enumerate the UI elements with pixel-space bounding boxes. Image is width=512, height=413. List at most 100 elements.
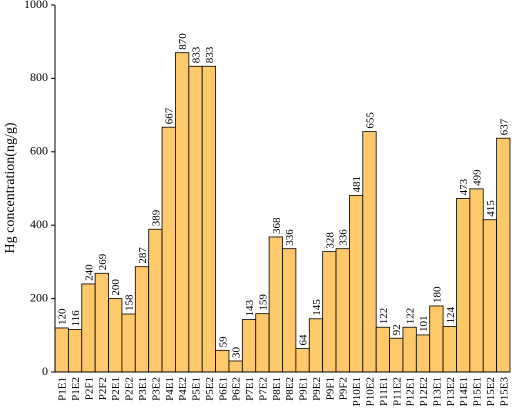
value-label: 145 — [311, 299, 323, 316]
x-tick-label: P2E2 — [124, 377, 136, 401]
bar — [268, 236, 283, 373]
y-axis-label: Hg concentration(ng/g) — [3, 122, 18, 253]
value-label: 415 — [485, 200, 497, 217]
y-tick-label: 400 — [30, 217, 48, 231]
x-tick-label: P4E1 — [164, 377, 176, 401]
bar — [67, 329, 83, 373]
bar — [215, 349, 230, 373]
x-tick-label: P5E2 — [204, 377, 216, 401]
value-label: 116 — [70, 310, 82, 327]
bar — [161, 126, 176, 373]
value-label: 159 — [257, 294, 269, 311]
bar — [282, 248, 297, 373]
bar — [335, 248, 350, 373]
bar — [456, 198, 471, 373]
bar — [496, 137, 511, 373]
x-tick-label: P3E1 — [137, 377, 149, 401]
bar — [255, 313, 270, 373]
bar — [308, 318, 324, 373]
value-label: 124 — [445, 306, 457, 323]
value-label: 269 — [97, 253, 109, 270]
value-label: 389 — [150, 209, 162, 226]
y-tick-label: 1000 — [24, 0, 48, 11]
value-label: 180 — [431, 286, 443, 303]
x-tick-label: P15E2 — [485, 377, 497, 406]
bar — [134, 266, 150, 373]
bar — [389, 337, 404, 373]
bar — [402, 326, 417, 373]
x-tick-label: P9F2 — [338, 377, 350, 400]
bar — [201, 65, 216, 373]
x-tick-label: P15E3 — [498, 377, 510, 407]
bar — [54, 327, 69, 373]
value-label: 287 — [137, 247, 149, 264]
value-label: 30 — [231, 346, 243, 358]
y-tick-label: 0 — [42, 364, 48, 378]
bar — [295, 348, 310, 373]
value-label: 101 — [418, 315, 430, 332]
bar — [349, 195, 364, 373]
x-tick-label: P1E2 — [70, 377, 82, 401]
x-tick-label: P10E1 — [351, 377, 363, 406]
x-tick-label: P2F1 — [83, 377, 95, 400]
x-tick-label: P7E1 — [244, 377, 256, 401]
value-label: 336 — [284, 229, 296, 246]
value-label: 122 — [378, 308, 390, 325]
x-tick-label: P15E1 — [472, 377, 484, 406]
y-tick-label: 800 — [30, 70, 48, 84]
x-tick-label: P12E2 — [418, 377, 430, 406]
x-tick-label: P11E2 — [391, 377, 403, 406]
bar — [175, 52, 190, 373]
x-tick-label: P9E2 — [311, 377, 323, 401]
bar — [94, 272, 109, 373]
value-label: 655 — [364, 112, 376, 129]
bar — [108, 298, 123, 373]
x-tick-label: P9E1 — [298, 377, 310, 401]
value-label: 122 — [405, 308, 417, 325]
value-label: 481 — [351, 176, 363, 193]
bar — [469, 188, 484, 373]
bar — [148, 228, 163, 373]
x-tick-label: P12E1 — [405, 377, 417, 406]
x-tick-label: P6E1 — [217, 377, 229, 401]
x-tick-label: P14E1 — [458, 377, 470, 406]
x-tick-label: P8E1 — [271, 377, 283, 401]
value-label: 870 — [177, 33, 189, 50]
x-tick-label: P6E2 — [231, 377, 243, 401]
x-tick-label: P1E1 — [57, 377, 69, 401]
bar — [429, 305, 444, 373]
y-tick-label: 600 — [30, 144, 48, 158]
bar — [188, 65, 203, 373]
bar — [442, 326, 457, 373]
value-label: 120 — [57, 308, 69, 325]
bar — [241, 319, 257, 373]
value-label: 143 — [244, 300, 256, 317]
x-tick-label: P13E1 — [431, 377, 443, 406]
value-label: 336 — [338, 229, 350, 246]
y-tick-label: 200 — [30, 290, 48, 304]
x-tick-label: P7E2 — [257, 377, 269, 401]
bar — [415, 334, 431, 373]
x-tick-label: P2F2 — [97, 377, 109, 400]
x-tick-label: P13E2 — [445, 377, 457, 406]
x-tick-label: P9F1 — [324, 377, 336, 400]
value-label: 368 — [271, 217, 283, 234]
x-tick-label: P3E2 — [150, 377, 162, 401]
bar — [81, 283, 96, 373]
value-label: 92 — [391, 324, 403, 335]
value-label: 59 — [217, 336, 229, 348]
x-tick-label: P2E1 — [110, 377, 122, 401]
x-tick-label: P10E2 — [364, 377, 376, 406]
value-label: 667 — [164, 107, 176, 124]
bar — [121, 313, 136, 373]
bar — [375, 326, 390, 373]
x-tick-label: P11E1 — [378, 377, 390, 406]
x-tick-label: P5E1 — [191, 377, 203, 401]
value-label: 637 — [498, 118, 510, 135]
value-label: 833 — [204, 46, 216, 63]
value-label: 833 — [191, 46, 203, 63]
bar — [362, 131, 377, 373]
value-label: 328 — [324, 232, 336, 249]
x-tick-label: P4E2 — [177, 377, 189, 401]
